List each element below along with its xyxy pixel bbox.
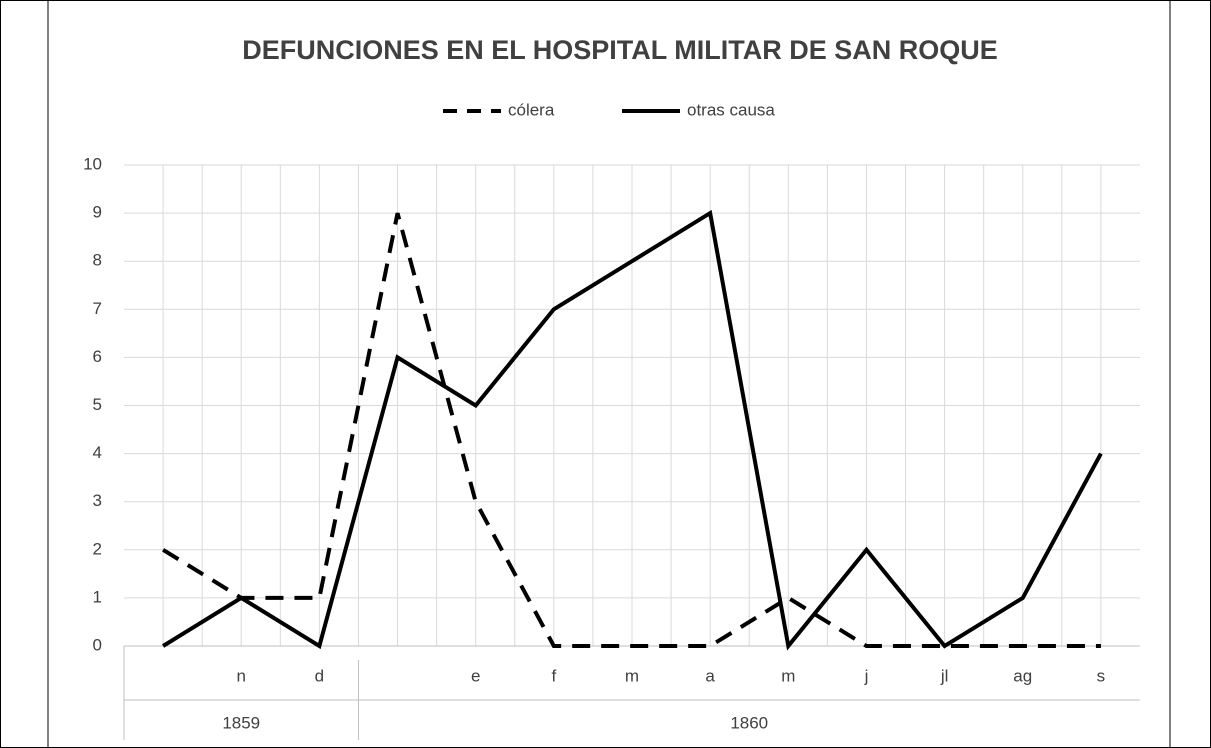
- y-tick-label: 3: [93, 491, 102, 510]
- series-line: [162, 209, 1103, 651]
- x-tick-label: n: [236, 666, 245, 685]
- x-tick-label: e: [471, 666, 480, 685]
- x-tick-label: d: [315, 666, 324, 685]
- y-tick-label: 2: [93, 539, 102, 558]
- chart-title: DEFUNCIONES EN EL HOSPITAL MILITAR DE SA…: [242, 35, 998, 65]
- x-tick-label: ag: [1013, 666, 1032, 685]
- y-tick-label: 7: [93, 299, 102, 318]
- group-label: 1859: [222, 713, 260, 732]
- legend-label: otras causa: [687, 100, 775, 119]
- group-label: 1860: [730, 713, 768, 732]
- y-tick-label: 1: [93, 587, 102, 606]
- x-tick-label: j: [864, 666, 869, 685]
- y-tick-label: 9: [93, 203, 102, 222]
- legend-label: cólera: [508, 100, 555, 119]
- x-tick-label: a: [705, 666, 715, 685]
- y-tick-label: 10: [83, 154, 102, 173]
- x-tick-label: s: [1097, 666, 1106, 685]
- y-tick-label: 4: [93, 443, 102, 462]
- series-line: [162, 212, 1101, 648]
- y-tick-label: 0: [93, 635, 102, 654]
- y-tick-label: 6: [93, 347, 102, 366]
- x-tick-label: f: [551, 666, 556, 685]
- x-tick-label: m: [781, 666, 795, 685]
- y-tick-label: 8: [93, 251, 102, 270]
- x-tick-label: m: [625, 666, 639, 685]
- x-tick-label: jl: [940, 666, 949, 685]
- y-tick-label: 5: [93, 395, 102, 414]
